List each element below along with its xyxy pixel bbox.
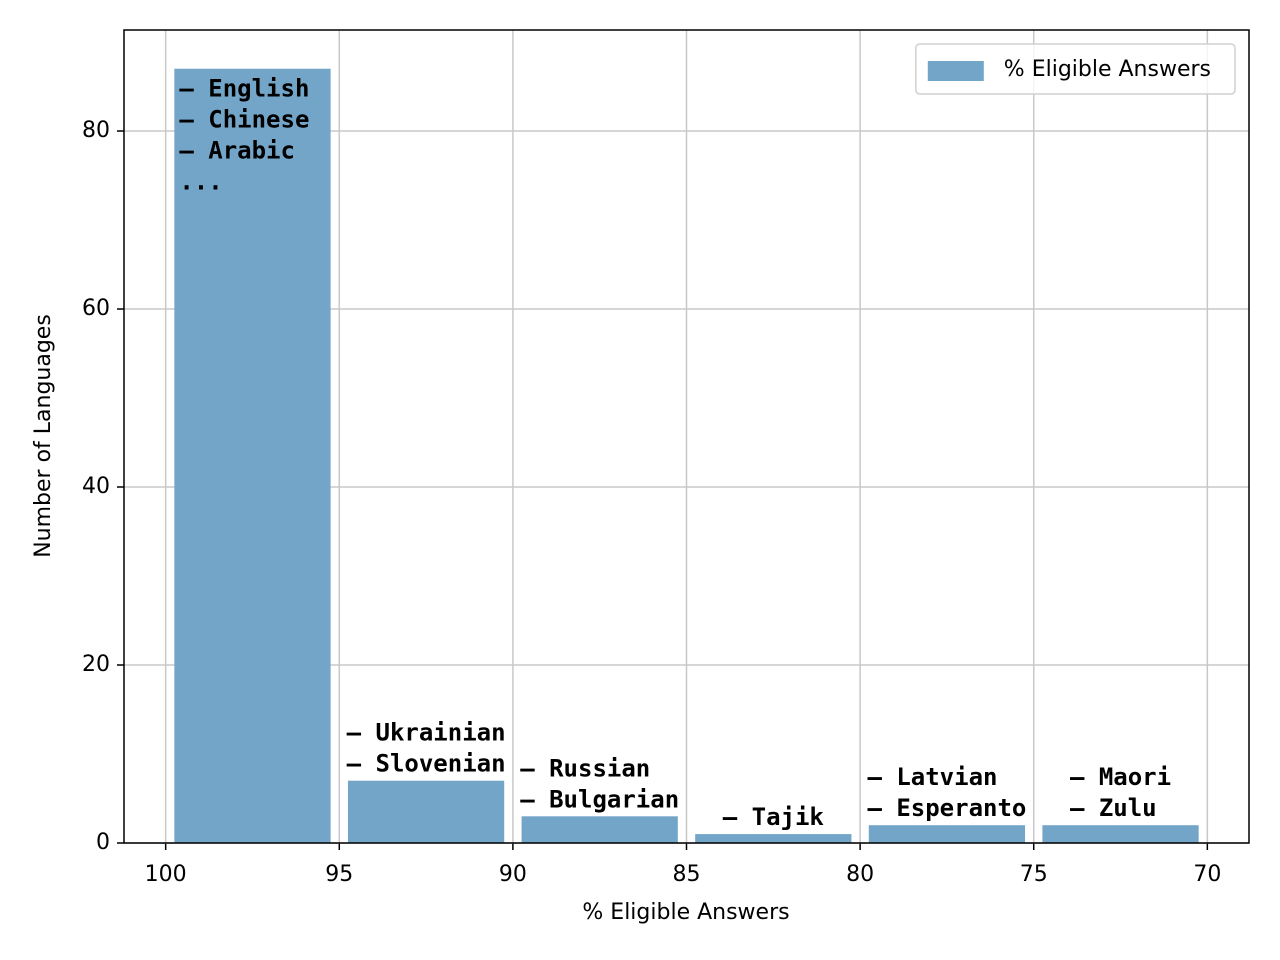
legend-swatch [927,61,984,81]
annotation-line: – English [179,75,309,103]
x-axis-label: % Eligible Answers [582,900,789,925]
x-tick-label: 80 [846,862,874,887]
annotation-line: – Ukrainian [347,719,506,747]
y-tick-label: 40 [82,474,110,499]
annotation-line: – Zulu [1070,794,1157,822]
annotation-line: – Russian [520,754,650,782]
y-tick-label: 0 [96,830,110,855]
plot-frame [123,29,1250,844]
bar [868,825,1026,843]
x-tick-label: 100 [145,862,187,887]
annotation: – Tajik [723,803,825,831]
annotation-line: – Bulgarian [520,785,679,813]
y-tick-label: 60 [82,296,110,321]
y-tick-label: 80 [82,118,110,143]
x-tick-label: 70 [1193,862,1221,887]
legend-box [915,43,1236,95]
x-tick-label: 85 [673,862,701,887]
bar [174,68,331,843]
bar [521,816,678,843]
annotation-line: – Latvian [867,763,997,791]
legend-label: % Eligible Answers [1004,57,1211,82]
annotation: – Maori – Zulu [1070,763,1171,822]
annotation-line: – Tajik [723,803,825,831]
bar [1042,825,1199,843]
annotation: – Latvian – Esperanto [867,763,1026,822]
annotation: – English – Chinese – Arabic... [179,75,309,196]
y-axis-label: Number of Languages [31,314,56,558]
annotation-line: ... [179,168,222,196]
annotation-line: – Maori [1070,763,1171,791]
annotation-line: – Chinese [179,106,309,134]
annotation-line: – Slovenian [347,750,506,778]
annotation-line: – Arabic [179,137,295,165]
bar [695,834,852,843]
x-tick-label: 90 [499,862,527,887]
x-tick-label: 95 [325,862,353,887]
legend: % Eligible Answers [915,43,1236,95]
x-tick-label: 75 [1020,862,1048,887]
y-tick-label: 20 [82,652,110,677]
annotation-line: – Esperanto [867,794,1026,822]
annotation: – Ukrainian – Slovenian [347,719,506,778]
bar [347,780,505,843]
annotation: – Russian – Bulgarian [520,754,679,813]
